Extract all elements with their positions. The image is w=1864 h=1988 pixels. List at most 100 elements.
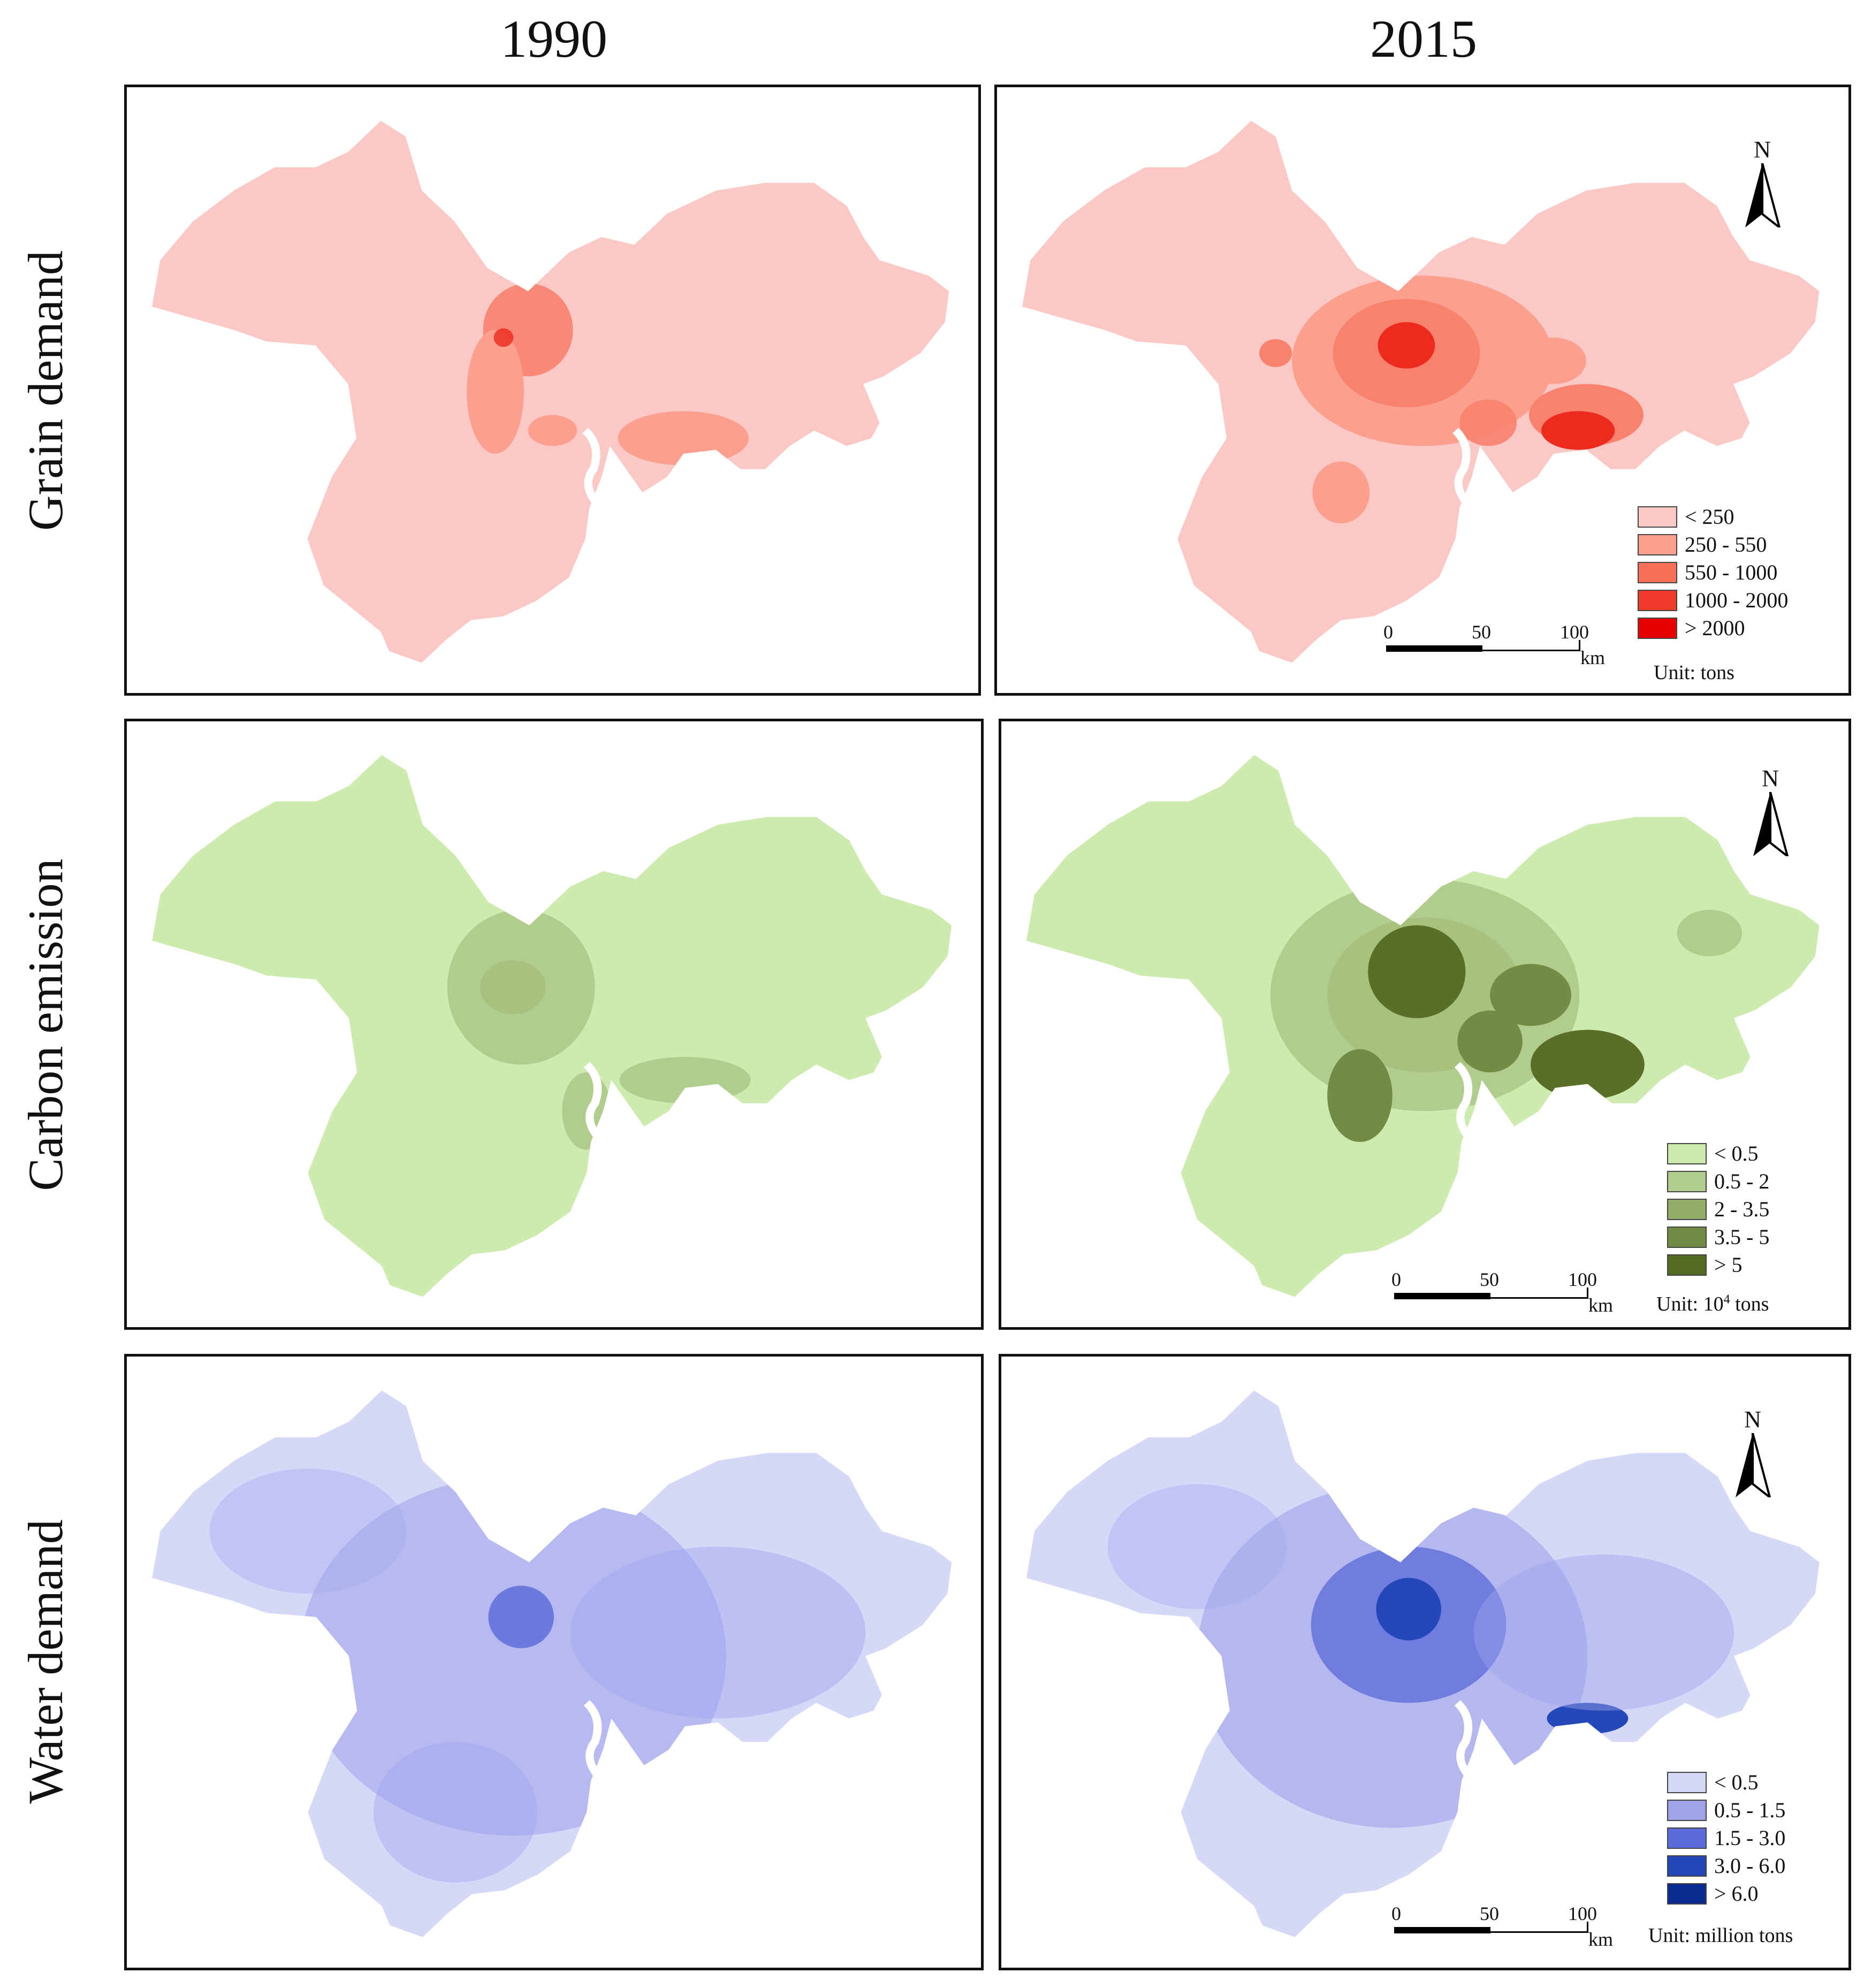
legend-item: < 0.5 — [1667, 1140, 1769, 1168]
hotspot-area — [1327, 1049, 1393, 1142]
unit-label-carbon: Unit: 104 tons — [1656, 1292, 1769, 1315]
legend-carbon: < 0.5 0.5 - 2 2 - 3.5 3.5 - 5 > 5 — [1667, 1140, 1769, 1279]
map-panel-grain-2015 — [994, 85, 1851, 696]
scale-bar: 0 50 100 km — [1391, 1902, 1616, 1950]
legend-item: 0.5 - 1.5 — [1667, 1796, 1785, 1824]
row-label-water-demand: Water demand — [18, 1519, 73, 1804]
legend-grain: < 250 250 - 550 550 - 1000 1000 - 2000 >… — [1638, 503, 1788, 642]
river — [1454, 1700, 1473, 1780]
hotspot-area — [1376, 1578, 1441, 1641]
column-header-1990: 1990 — [500, 9, 607, 68]
hotspot-area — [1457, 1010, 1523, 1072]
scale-label-100: 100 — [1568, 1269, 1597, 1290]
river — [582, 428, 601, 507]
scale-bar: 0 50 100 km — [1391, 1268, 1616, 1316]
legend-swatch — [1667, 1199, 1707, 1220]
hotspot-area — [619, 1057, 751, 1103]
legend-swatch — [1667, 1827, 1707, 1849]
hotspot-area — [493, 328, 514, 347]
hotspot-area — [1677, 910, 1743, 956]
scale-label-100: 100 — [1560, 621, 1589, 643]
legend-item: 1000 - 2000 — [1638, 587, 1788, 614]
river — [583, 1062, 603, 1141]
legend-item: < 250 — [1638, 503, 1788, 531]
legend-swatch — [1638, 506, 1677, 528]
scale-bar: 0 50 100 km — [1383, 621, 1608, 668]
legend-swatch — [1667, 1800, 1707, 1821]
hotspot-area — [1541, 411, 1615, 450]
hotspot-area — [1459, 399, 1517, 446]
river — [583, 1700, 603, 1780]
unit-label-grain: Unit: tons — [1654, 661, 1734, 684]
map-panel-carbon-2015 — [999, 719, 1851, 1330]
hotspot-area — [209, 1468, 407, 1594]
map-panel-water-2015 — [999, 1354, 1851, 1970]
river — [1454, 1062, 1473, 1141]
hotspot-area — [1531, 1030, 1645, 1100]
hotspot-area — [373, 1742, 538, 1883]
unit-label-water: Unit: million tons — [1648, 1924, 1793, 1947]
hotspot-area — [1520, 337, 1586, 384]
hotspot-area — [1378, 322, 1435, 369]
legend-item: > 2000 — [1638, 614, 1788, 642]
legend-item: 3.0 - 6.0 — [1667, 1852, 1785, 1880]
carbon-map-2015 — [1026, 755, 1820, 1297]
scale-unit: km — [1580, 647, 1606, 668]
scale-label-0: 0 — [1391, 1269, 1401, 1290]
legend-swatch — [1667, 1883, 1707, 1905]
scale-unit: km — [1588, 1929, 1614, 1950]
scale-unit: km — [1588, 1294, 1614, 1316]
hotspot-area — [480, 960, 546, 1015]
legend-swatch — [1638, 618, 1677, 639]
legend-swatch — [1667, 1227, 1707, 1248]
hotspot-area — [1107, 1484, 1287, 1610]
river — [1452, 428, 1471, 507]
legend-item: 2 - 3.5 — [1667, 1195, 1769, 1223]
legend-item: 250 - 550 — [1638, 531, 1788, 559]
hotspot-area — [1368, 925, 1466, 1018]
north-arrow-icon — [1736, 1433, 1772, 1500]
north-arrow: N — [1741, 136, 1784, 231]
legend-item: > 6.0 — [1667, 1880, 1785, 1908]
map-panel-grain-1990 — [124, 85, 981, 696]
north-arrow: N — [1749, 765, 1792, 859]
hotspot-area — [570, 1547, 866, 1719]
legend-item: 550 - 1000 — [1638, 559, 1788, 587]
map-panel-carbon-1990 — [124, 719, 984, 1330]
row-label-carbon-emission: Carbon emission — [18, 858, 73, 1191]
legend-swatch — [1638, 590, 1677, 611]
hotspot-area — [467, 330, 524, 454]
scale-label-100: 100 — [1568, 1903, 1597, 1924]
legend-swatch — [1638, 562, 1677, 583]
row-label-grain-demand: Grain demand — [18, 250, 73, 531]
legend-item: 1.5 - 3.0 — [1667, 1824, 1785, 1852]
map-panel-water-1990 — [124, 1354, 984, 1970]
north-arrow-icon — [1745, 163, 1782, 231]
grain-map-2015 — [1022, 120, 1820, 663]
scale-label-0: 0 — [1383, 621, 1393, 643]
hotspot-area — [528, 415, 577, 446]
hotspot-area — [1312, 461, 1370, 524]
region-area — [152, 120, 949, 663]
scale-label-50: 50 — [1472, 621, 1491, 643]
hotspot-area — [488, 1586, 554, 1648]
legend-item: > 5 — [1667, 1251, 1769, 1279]
grain-map-1990 — [152, 120, 949, 663]
legend-water: < 0.5 0.5 - 1.5 1.5 - 3.0 3.0 - 6.0 > 6.… — [1667, 1769, 1785, 1908]
legend-swatch — [1667, 1143, 1707, 1164]
scale-label-50: 50 — [1480, 1903, 1499, 1924]
legend-swatch — [1667, 1254, 1707, 1276]
scale-label-50: 50 — [1480, 1269, 1499, 1290]
hotspot-area — [618, 411, 749, 466]
legend-swatch — [1667, 1171, 1707, 1192]
legend-swatch — [1667, 1772, 1707, 1793]
carbon-map-1990 — [152, 755, 952, 1297]
legend-item: 0.5 - 2 — [1667, 1168, 1769, 1195]
legend-swatch — [1638, 534, 1677, 555]
legend-item: 3.5 - 5 — [1667, 1223, 1769, 1251]
legend-swatch — [1667, 1855, 1707, 1877]
legend-item: < 0.5 — [1667, 1769, 1785, 1796]
north-arrow: N — [1731, 1406, 1774, 1500]
water-map-1990 — [152, 1390, 952, 1937]
north-arrow-icon — [1753, 791, 1790, 859]
